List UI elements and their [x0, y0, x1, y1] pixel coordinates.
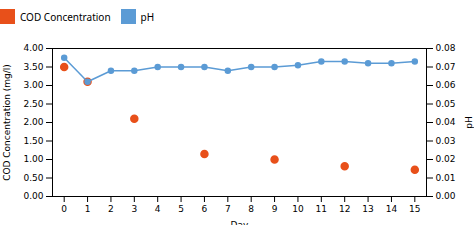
svg-text:COD Concentration (mg/l): COD Concentration (mg/l) — [2, 64, 12, 181]
svg-text:5: 5 — [178, 204, 184, 214]
svg-text:12: 12 — [339, 204, 350, 214]
svg-text:2.00: 2.00 — [23, 117, 43, 127]
html-text:COD Concentration: COD Concentration — [20, 9, 111, 24]
svg-text:1.50: 1.50 — [23, 136, 43, 146]
svg-text:3.00: 3.00 — [23, 80, 43, 90]
svg-text:0: 0 — [61, 204, 67, 214]
svg-text:8: 8 — [248, 204, 254, 214]
svg-text:0.01: 0.01 — [436, 173, 456, 183]
svg-text:0.03: 0.03 — [436, 136, 456, 146]
svg-text:0.50: 0.50 — [23, 173, 43, 183]
svg-text:pH: pH — [464, 116, 474, 128]
svg-text:0.07: 0.07 — [436, 62, 456, 72]
svg-text:0.05: 0.05 — [436, 99, 456, 109]
svg-text:3: 3 — [131, 204, 137, 214]
svg-text:9: 9 — [272, 204, 278, 214]
svg-text:3.50: 3.50 — [23, 62, 43, 72]
svg-text:0.06: 0.06 — [436, 80, 456, 90]
svg-text:4: 4 — [155, 204, 161, 214]
svg-text:2.50: 2.50 — [23, 99, 43, 109]
svg-text:13: 13 — [362, 204, 373, 214]
svg-text:0.00: 0.00 — [23, 191, 43, 201]
svg-text:1.00: 1.00 — [23, 154, 43, 164]
svg-text:1: 1 — [85, 204, 91, 214]
svg-text:10: 10 — [292, 204, 304, 214]
svg-text:Day: Day — [231, 220, 249, 225]
svg-text:0.08: 0.08 — [436, 43, 456, 53]
svg-text:0.02: 0.02 — [436, 154, 456, 164]
html-text:pH: pH — [140, 9, 155, 24]
svg-text:15: 15 — [409, 204, 420, 214]
svg-text:11: 11 — [316, 204, 327, 214]
svg-text:2: 2 — [108, 204, 114, 214]
svg-text:0.04: 0.04 — [436, 117, 456, 127]
svg-text:6: 6 — [202, 204, 208, 214]
svg-text:0.00: 0.00 — [436, 191, 456, 201]
svg-text:4.00: 4.00 — [23, 43, 43, 53]
svg-text:14: 14 — [386, 204, 398, 214]
svg-text:7: 7 — [225, 204, 231, 214]
